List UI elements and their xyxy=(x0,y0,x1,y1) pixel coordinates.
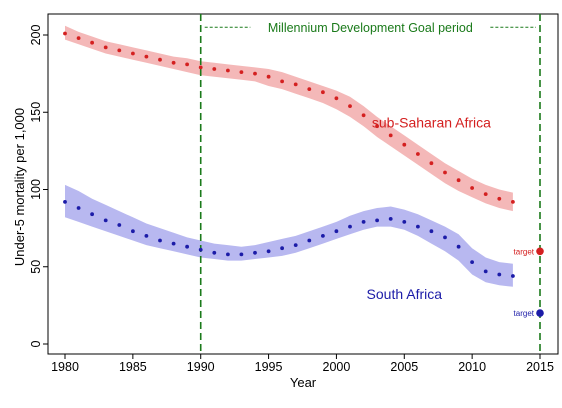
data-point-ssa-1982 xyxy=(90,40,94,45)
period-label: Millennium Development Goal period xyxy=(268,21,473,35)
data-point-south-africa-2008 xyxy=(443,235,447,240)
target-label-south-africa: target xyxy=(514,309,535,318)
data-point-ssa-1980 xyxy=(63,31,67,36)
data-point-ssa-1999 xyxy=(321,90,325,95)
x-tick-label-2005: 2005 xyxy=(390,360,418,374)
data-point-south-africa-2005 xyxy=(402,220,407,224)
data-point-south-africa-1990 xyxy=(198,247,203,252)
data-point-ssa-2004 xyxy=(388,133,393,138)
data-point-ssa-1996 xyxy=(280,79,284,84)
data-point-ssa-1992 xyxy=(226,68,230,73)
data-point-ssa-2000 xyxy=(334,96,339,101)
data-point-ssa-1998 xyxy=(307,87,312,91)
data-point-ssa-1994 xyxy=(253,71,257,76)
plot-frame xyxy=(47,13,559,355)
data-point-south-africa-2002 xyxy=(361,220,366,224)
data-point-south-africa-1994 xyxy=(253,250,257,255)
data-point-south-africa-2007 xyxy=(429,229,434,234)
data-point-ssa-2010 xyxy=(470,186,474,190)
data-point-south-africa-1999 xyxy=(321,234,325,238)
data-point-south-africa-2009 xyxy=(456,244,461,249)
x-tick-label-2015: 2015 xyxy=(526,360,554,374)
data-point-south-africa-2003 xyxy=(375,218,379,223)
data-point-ssa-1991 xyxy=(212,67,217,71)
data-point-ssa-2013 xyxy=(511,200,515,204)
confidence-bands xyxy=(65,25,513,287)
data-point-ssa-2009 xyxy=(456,178,461,183)
series-label-south-africa: South Africa xyxy=(367,286,443,302)
data-point-ssa-1997 xyxy=(293,82,298,87)
data-point-south-africa-2010 xyxy=(470,260,474,264)
data-point-south-africa-2000 xyxy=(334,229,339,234)
data-point-south-africa-1982 xyxy=(90,212,94,217)
data-point-ssa-2008 xyxy=(443,170,447,175)
data-points xyxy=(63,31,544,317)
y-tick-label-0: 0 xyxy=(29,340,43,347)
data-point-ssa-1988 xyxy=(171,60,176,65)
data-point-south-africa-1980 xyxy=(63,200,67,204)
x-tick-label-1985: 1985 xyxy=(119,360,147,374)
data-point-ssa-2005 xyxy=(402,142,407,147)
data-point-south-africa-1985 xyxy=(131,229,135,234)
target-marker-south-africa xyxy=(536,309,544,317)
data-point-south-africa-1981 xyxy=(76,206,81,210)
y-tick-label-200: 200 xyxy=(29,25,43,46)
data-point-ssa-1984 xyxy=(117,48,122,53)
data-point-ssa-1983 xyxy=(103,45,108,50)
data-point-south-africa-1991 xyxy=(212,250,217,255)
confidence-band-south-africa xyxy=(65,184,513,287)
x-axis-title: Year xyxy=(290,375,317,390)
data-point-south-africa-1996 xyxy=(280,246,284,251)
data-point-south-africa-2006 xyxy=(416,224,420,229)
data-point-ssa-2006 xyxy=(416,152,420,156)
data-point-ssa-1987 xyxy=(158,57,162,62)
data-point-south-africa-2011 xyxy=(483,269,488,274)
data-point-ssa-1990 xyxy=(198,65,203,70)
data-point-ssa-1989 xyxy=(185,62,190,67)
data-point-ssa-1985 xyxy=(131,51,135,56)
data-point-ssa-2011 xyxy=(483,192,488,197)
data-point-south-africa-1988 xyxy=(171,241,176,246)
x-tick-label-1990: 1990 xyxy=(187,360,215,374)
x-tick-label-1980: 1980 xyxy=(51,360,79,374)
y-tick-label-150: 150 xyxy=(29,102,43,123)
data-point-ssa-2001 xyxy=(348,104,352,108)
series-label-ssa: sub-Saharan Africa xyxy=(372,115,491,131)
data-point-south-africa-1998 xyxy=(307,238,312,243)
data-point-ssa-1995 xyxy=(266,74,271,79)
target-label-ssa: target xyxy=(514,247,535,256)
y-tick-label-50: 50 xyxy=(29,260,43,274)
y-tick-label-100: 100 xyxy=(29,179,43,200)
data-point-south-africa-1987 xyxy=(158,238,162,243)
data-point-ssa-1986 xyxy=(144,54,149,59)
x-tick-label-1995: 1995 xyxy=(255,360,283,374)
target-marker-ssa xyxy=(536,247,544,256)
data-point-south-africa-2012 xyxy=(497,272,502,277)
data-point-south-africa-1989 xyxy=(185,244,190,249)
series-labels: target target sub-Saharan Africa South Afri… xyxy=(367,115,535,318)
data-point-south-africa-2004 xyxy=(388,217,393,221)
axes: 1980 1985 1990 1995 2000 2005 2010 2015 0 50 100 15… xyxy=(29,25,554,374)
data-point-ssa-2002 xyxy=(361,113,366,118)
data-point-south-africa-1997 xyxy=(293,243,298,248)
data-point-ssa-2007 xyxy=(429,161,434,166)
data-point-south-africa-1986 xyxy=(144,234,149,238)
data-point-south-africa-1992 xyxy=(226,252,230,257)
data-point-south-africa-1995 xyxy=(266,249,271,254)
data-point-ssa-2003 xyxy=(375,124,379,129)
x-tick-label-2000: 2000 xyxy=(323,360,351,374)
data-point-south-africa-1983 xyxy=(103,218,108,223)
data-point-south-africa-1993 xyxy=(239,252,244,257)
x-tick-label-2010: 2010 xyxy=(458,360,486,374)
confidence-band-ssa xyxy=(65,25,513,212)
reference-lines: Millennium Development Goal period xyxy=(199,14,541,354)
data-point-south-africa-2013 xyxy=(511,274,515,278)
data-point-ssa-1993 xyxy=(239,70,244,74)
y-axis-title: Under-5 mortality per 1,000 xyxy=(12,108,27,266)
data-point-south-africa-2001 xyxy=(348,224,352,229)
data-point-ssa-2012 xyxy=(497,196,502,201)
data-point-south-africa-1984 xyxy=(117,223,122,227)
data-point-ssa-1981 xyxy=(76,36,81,40)
